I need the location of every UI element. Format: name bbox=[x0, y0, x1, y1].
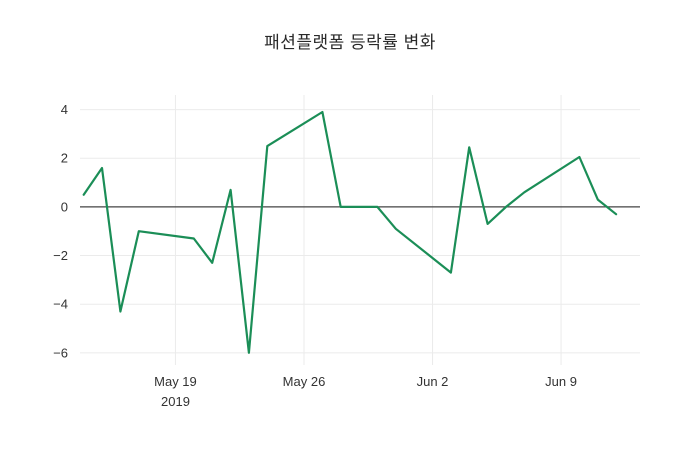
y-tick-label: −4 bbox=[53, 297, 68, 312]
series-line bbox=[82, 110, 618, 354]
x-tick-sublabel: 2019 bbox=[161, 394, 190, 409]
y-tick-label: −2 bbox=[53, 248, 68, 263]
chart-title: 패션플랫폼 등락률 변화 bbox=[264, 33, 436, 52]
x-tick-label: Jun 2 bbox=[417, 374, 449, 389]
y-tick-label: 0 bbox=[61, 199, 68, 214]
y-tick-label: 2 bbox=[61, 151, 68, 166]
x-tick-label: May 19 bbox=[154, 374, 197, 389]
y-tick-label: −6 bbox=[53, 345, 68, 360]
y-tick-label: 4 bbox=[61, 102, 68, 117]
x-tick-label: May 26 bbox=[283, 374, 326, 389]
x-tick-label: Jun 9 bbox=[545, 374, 577, 389]
